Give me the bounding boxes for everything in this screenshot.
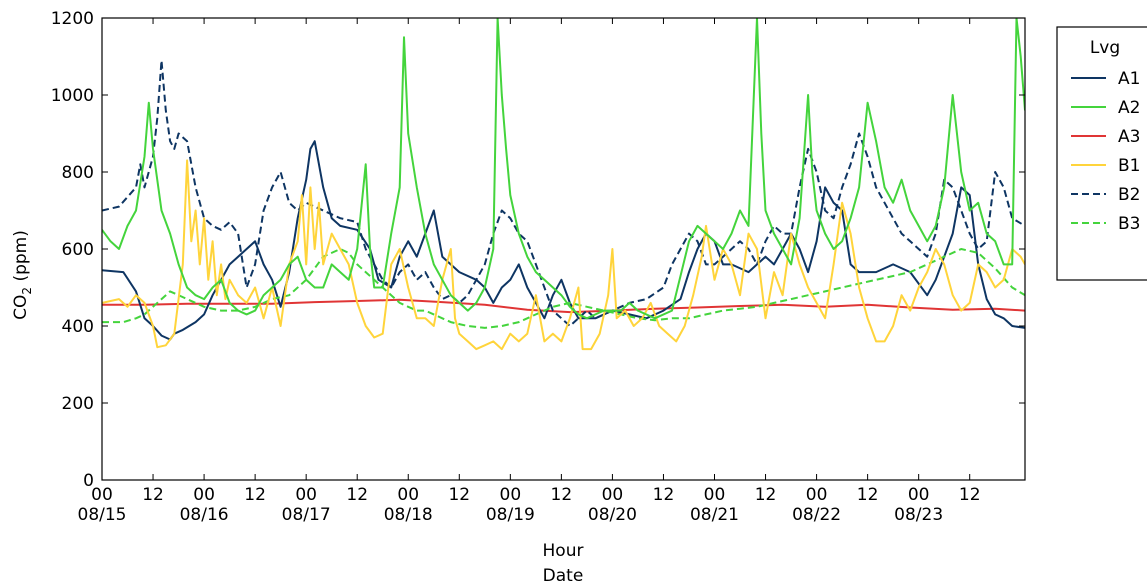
y-tick-label: 200 bbox=[62, 394, 94, 414]
legend-label: B2 bbox=[1118, 185, 1140, 205]
legend-label: A3 bbox=[1118, 127, 1140, 147]
x-tick-label-hour: 00 bbox=[908, 485, 930, 505]
x-axis-ticks: 00 12 00 12 00 12 00 12 00 12 00 12 00 12 00 12 00 12 08/1… bbox=[78, 18, 981, 525]
y-axis-ticks: 0 200 400 600 800 1000 1200 bbox=[51, 9, 1025, 491]
x-tick-label-hour: 00 bbox=[500, 485, 522, 505]
legend-box bbox=[1056, 26, 1147, 281]
y-tick-label: 0 bbox=[83, 471, 94, 491]
y-tick-label: 400 bbox=[62, 317, 94, 337]
x-tick-label-date: 08/16 bbox=[180, 505, 229, 525]
x-axis-label-date: Date bbox=[543, 566, 584, 586]
legend-entries: A1 A2 A3 B1 B2 B3 bbox=[1071, 69, 1140, 234]
legend-item-a2: A2 bbox=[1071, 98, 1140, 118]
x-tick-label-date: 08/20 bbox=[588, 505, 637, 525]
legend-title: Lvg bbox=[1090, 38, 1120, 58]
legend-item-b1: B1 bbox=[1071, 156, 1140, 176]
x-tick-label-hour: 12 bbox=[346, 485, 368, 505]
x-tick-label-hour: 00 bbox=[193, 485, 215, 505]
legend-label: B3 bbox=[1118, 214, 1140, 234]
x-tick-label-hour: 00 bbox=[397, 485, 419, 505]
x-tick-label-hour: 12 bbox=[142, 485, 164, 505]
x-tick-label-hour: 00 bbox=[295, 485, 317, 505]
legend-label: A1 bbox=[1118, 69, 1140, 89]
x-tick-label-date: 08/18 bbox=[384, 505, 433, 525]
x-tick-label-date: 08/21 bbox=[690, 505, 739, 525]
x-tick-label-hour: 12 bbox=[448, 485, 470, 505]
y-tick-label: 1200 bbox=[51, 9, 94, 29]
legend-item-b2: B2 bbox=[1071, 185, 1140, 205]
x-axis-label-hour: Hour bbox=[543, 541, 584, 561]
legend: Lvg A1 A2 A3 B1 B2 B3 bbox=[1056, 26, 1147, 281]
legend-item-a1: A1 bbox=[1071, 69, 1140, 89]
x-tick-label-date: 08/23 bbox=[894, 505, 943, 525]
y-tick-label: 600 bbox=[62, 240, 94, 260]
x-tick-label-date: 08/17 bbox=[282, 505, 331, 525]
x-tick-label-hour: 00 bbox=[91, 485, 113, 505]
y-axis-label: CO2 (ppm) bbox=[11, 230, 34, 320]
series-lines bbox=[102, 18, 1025, 351]
x-tick-label-hour: 12 bbox=[551, 485, 573, 505]
series-line-a1 bbox=[102, 140, 1025, 341]
x-tick-label-hour: 00 bbox=[704, 485, 726, 505]
series-line-a3 bbox=[102, 298, 1025, 314]
series-line-b1 bbox=[102, 159, 1025, 351]
y-tick-label: 800 bbox=[62, 163, 94, 183]
x-tick-label-hour: 12 bbox=[857, 485, 879, 505]
x-tick-label-hour: 12 bbox=[959, 485, 981, 505]
x-tick-label-hour: 12 bbox=[653, 485, 675, 505]
x-tick-label-date: 08/22 bbox=[792, 505, 841, 525]
x-tick-label-date: 08/19 bbox=[486, 505, 535, 525]
legend-label: B1 bbox=[1118, 156, 1140, 176]
legend-item-b3: B3 bbox=[1071, 214, 1140, 234]
x-tick-label-hour: 00 bbox=[806, 485, 828, 505]
series-line-b2 bbox=[102, 59, 1025, 327]
x-tick-label-hour: 00 bbox=[602, 485, 624, 505]
legend-label: A2 bbox=[1118, 98, 1140, 118]
series-line-a2 bbox=[102, 18, 1025, 320]
x-tick-label-date: 08/15 bbox=[78, 505, 127, 525]
x-tick-label-hour: 12 bbox=[244, 485, 266, 505]
series-line-b3 bbox=[102, 248, 1025, 329]
legend-item-a3: A3 bbox=[1071, 127, 1140, 147]
x-tick-label-hour: 12 bbox=[755, 485, 777, 505]
y-tick-label: 1000 bbox=[51, 86, 94, 106]
